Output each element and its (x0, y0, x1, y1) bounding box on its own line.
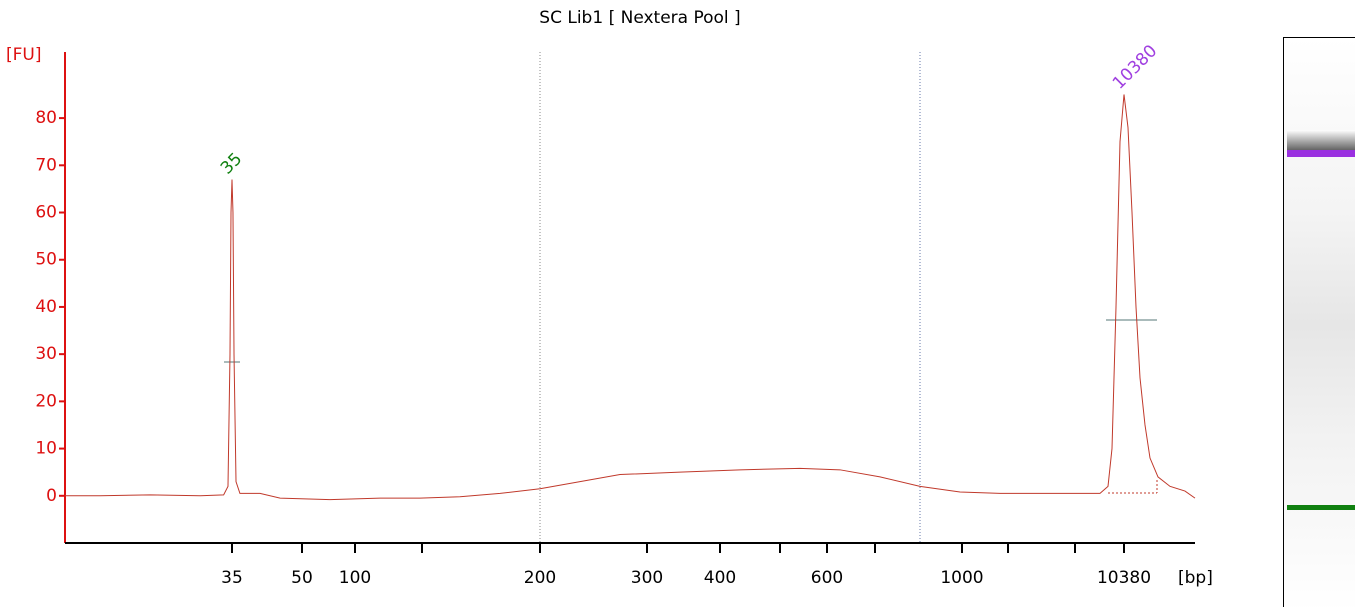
y-axis-label: [FU] (6, 45, 42, 65)
x-tick-label: 100 (339, 568, 371, 588)
y-tick-label: 20 (35, 391, 57, 411)
x-axis-label: [bp] (1178, 568, 1213, 588)
y-tick-label: 0 (46, 486, 57, 506)
gel-band (1287, 505, 1355, 510)
y-tick-label: 70 (35, 155, 57, 175)
y-tick-label: 80 (35, 108, 57, 128)
x-tick-label: 10380 (1097, 568, 1151, 588)
y-tick-label: 10 (35, 439, 57, 459)
gel-lane-frame (1284, 38, 1355, 608)
gel-lane (1284, 38, 1355, 608)
gel-smear (1287, 130, 1355, 152)
x-tick-label: 400 (704, 568, 736, 588)
y-tick-label: 30 (35, 344, 57, 364)
x-tick-label: 50 (291, 568, 313, 588)
y-tick-label: 60 (35, 203, 57, 223)
peak-label: 35 (217, 149, 246, 178)
x-tick-label: 35 (221, 568, 243, 588)
x-tick-label: 1000 (940, 568, 983, 588)
x-tick-label: 300 (631, 568, 663, 588)
y-tick-label: 40 (35, 297, 57, 317)
x-tick-label: 200 (524, 568, 556, 588)
peak-label: 10380 (1109, 41, 1161, 93)
gel-band (1287, 150, 1355, 157)
chart-title: SC Lib1 [ Nextera Pool ] (539, 8, 740, 28)
y-tick-label: 50 (35, 250, 57, 270)
x-tick-label: 600 (811, 568, 843, 588)
